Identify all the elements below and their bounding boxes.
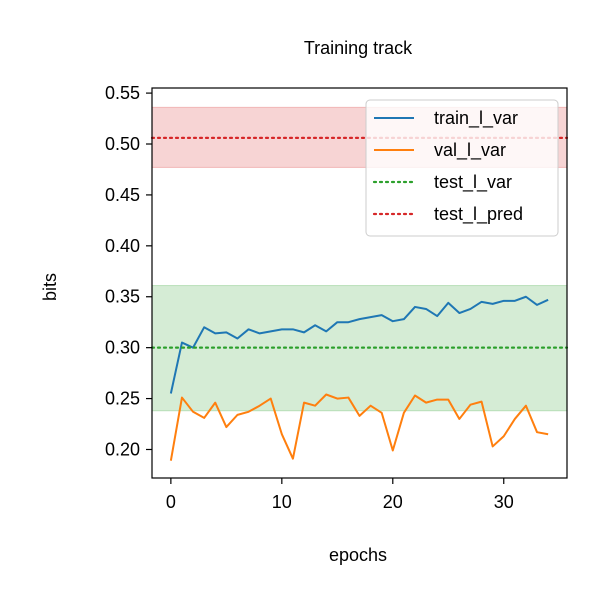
y-tick-label: 0.50 — [105, 134, 140, 154]
test_l_var-band — [151, 285, 568, 412]
y-tick-label: 0.20 — [105, 439, 140, 459]
y-tick-label: 0.25 — [105, 389, 140, 409]
y-tick-label: 0.45 — [105, 185, 140, 205]
legend-label-val_l_var: val_l_var — [434, 140, 506, 161]
legend-label-train_l_var: train_l_var — [434, 108, 518, 129]
y-axis-label: bits — [40, 273, 60, 301]
x-tick-label: 10 — [272, 492, 292, 512]
y-tick-label: 0.35 — [105, 287, 140, 307]
train_l_var-line — [169, 295, 549, 394]
x-tick-label: 0 — [166, 492, 176, 512]
y-tick-label: 0.30 — [105, 338, 140, 358]
legend-label-test_l_var: test_l_var — [434, 172, 512, 193]
legend-box — [365, 99, 559, 237]
y-tick-label: 0.40 — [105, 236, 140, 256]
val_l_var-line — [169, 393, 549, 461]
x-axis: 0 10 20 30 — [166, 478, 514, 512]
y-tick-label: 0.55 — [105, 83, 140, 103]
plot-frame — [151, 87, 568, 479]
x-axis-label: epochs — [329, 545, 387, 565]
y-axis: 0.20 0.25 0.30 0.35 0.40 0.45 0.50 0.55 — [105, 83, 152, 459]
legend-label-test_l_pred: test_l_pred — [434, 204, 523, 225]
x-tick-label: 20 — [383, 492, 403, 512]
x-tick-label: 30 — [494, 492, 514, 512]
chart-title: Training track — [304, 38, 413, 58]
series-lines — [150, 136, 569, 461]
legend: train_l_var val_l_var test_l_var test_l_pre… — [365, 99, 559, 237]
